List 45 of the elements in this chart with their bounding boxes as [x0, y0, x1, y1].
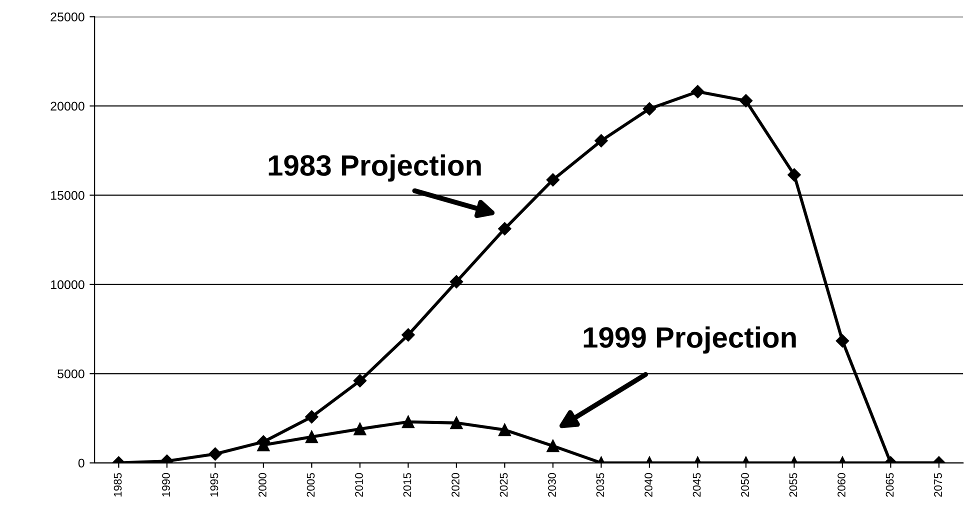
- point: [546, 440, 560, 452]
- point: [354, 422, 366, 436]
- y-tick-label: 5000: [58, 369, 84, 378]
- point: [788, 168, 801, 182]
- point: [546, 173, 560, 186]
- y-tick-label: 15000: [51, 190, 84, 200]
- x-tick-label: 2030: [548, 473, 556, 497]
- point: [498, 222, 512, 236]
- y-tick-label: 0: [78, 458, 84, 468]
- point: [305, 410, 318, 424]
- point: [594, 134, 608, 148]
- x-tick-label: 2055: [789, 473, 798, 497]
- point: [836, 334, 850, 348]
- point: [739, 94, 753, 108]
- y-tick-label: 25000: [50, 12, 84, 22]
- annotation: 1983 Projection: [268, 154, 481, 182]
- point: [498, 424, 511, 436]
- x-tick-label: 2040: [644, 473, 652, 497]
- point: [208, 447, 222, 461]
- point: [642, 102, 656, 116]
- point: [402, 328, 415, 342]
- point: [402, 416, 414, 428]
- point: [691, 85, 704, 98]
- x-tick-label: 2005: [306, 473, 315, 497]
- point: [353, 374, 367, 388]
- x-tick-label: 2065: [886, 473, 894, 497]
- x-tick-label: 2010: [355, 473, 363, 497]
- x-tick-label: 2045: [692, 473, 701, 497]
- y-tick-label: 10000: [51, 280, 84, 290]
- x-tick-label: 2015: [403, 473, 412, 497]
- x-tick-label: 1985: [114, 473, 122, 496]
- x-tick-label: 1990: [162, 473, 170, 496]
- x-tick-label: 2050: [741, 473, 749, 497]
- point: [450, 416, 463, 430]
- annotation: 1999 Projection: [584, 326, 796, 354]
- point: [305, 430, 318, 444]
- x-tick-label: 2035: [596, 473, 604, 497]
- point: [450, 275, 464, 288]
- x-tick-label: 2020: [452, 473, 460, 497]
- x-tick-label: 2060: [838, 473, 846, 497]
- y-tick-label: 20000: [50, 102, 84, 111]
- x-tick-label: 2075: [934, 473, 942, 497]
- x-tick-label: 2000: [258, 473, 266, 497]
- x-tick-label: 2025: [500, 473, 508, 497]
- x-tick-label: 1995: [210, 473, 218, 496]
